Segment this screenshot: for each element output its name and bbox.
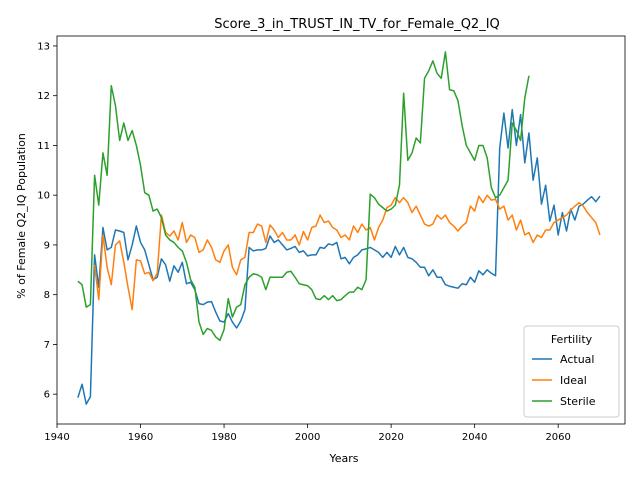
x-tick-label: 1960 — [128, 432, 153, 443]
y-tick-label: 11 — [37, 141, 50, 152]
x-axis-label: Years — [328, 452, 358, 465]
series-line-sterile — [77, 51, 530, 342]
y-tick-label: 6 — [44, 390, 50, 401]
y-tick-label: 12 — [37, 91, 50, 102]
legend-label-ideal: Ideal — [560, 374, 587, 387]
y-tick-label: 10 — [37, 191, 50, 202]
legend-label-sterile: Sterile — [560, 395, 596, 408]
series-layer — [77, 51, 601, 405]
series-line-ideal — [93, 194, 601, 311]
x-tick-label: 2040 — [462, 432, 487, 443]
x-tick-label: 2060 — [545, 432, 570, 443]
x-tick-label: 2000 — [295, 432, 320, 443]
chart-title: Score_3_in_TRUST_IN_TV_for_Female_Q2_IQ — [214, 17, 500, 32]
legend-label-actual: Actual — [560, 353, 594, 366]
y-tick-label: 9 — [44, 240, 50, 251]
legend-title: Fertility — [551, 333, 593, 346]
y-tick-label: 13 — [37, 41, 50, 52]
series-line-actual — [77, 108, 601, 405]
y-axis-label: % of Female Q2_IQ Population — [15, 133, 28, 299]
legend: Fertility Actual Ideal Sterile — [523, 325, 620, 418]
axes-frame — [56, 35, 626, 425]
x-tick-label: 1980 — [211, 432, 236, 443]
x-tick-label: 1940 — [44, 432, 69, 443]
legend-box — [523, 325, 620, 418]
x-tick-label: 2020 — [378, 432, 403, 443]
y-tick-label: 7 — [44, 340, 50, 351]
y-tick-label: 8 — [44, 290, 50, 301]
axes-layer: 1940 1960 1980 2000 2020 2040 2060 6 7 8 9 10 11 12 13 — [37, 35, 626, 443]
